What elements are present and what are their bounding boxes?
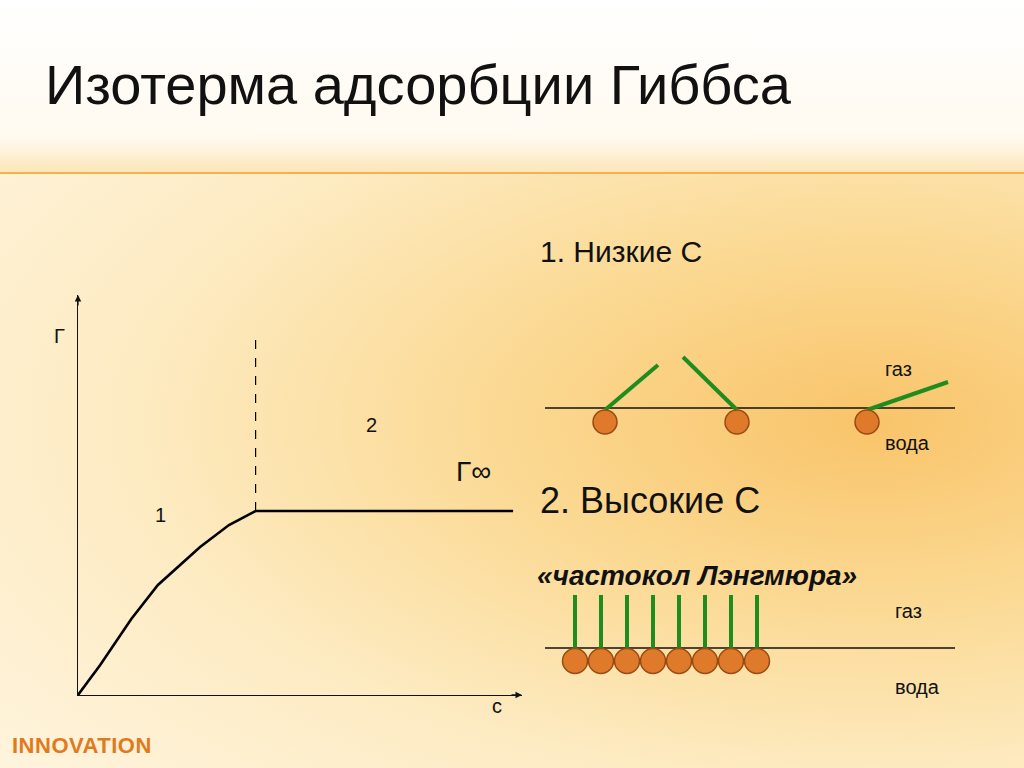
svg-text:Г∞: Г∞ bbox=[456, 456, 491, 487]
svg-text:газ: газ bbox=[895, 600, 922, 622]
svg-text:2. Высокие С: 2. Высокие С bbox=[540, 480, 760, 521]
svg-text:вода: вода bbox=[885, 432, 930, 454]
html-text:Изотерма адсорбции Гиббса: Изотерма адсорбции Гиббса bbox=[45, 53, 791, 116]
html-text:INNOVATION: INNOVATION bbox=[12, 733, 152, 758]
svg-text:2: 2 bbox=[366, 414, 377, 436]
svg-text:«частокол Лэнгмюра»: «частокол Лэнгмюра» bbox=[537, 560, 857, 591]
svg-text:1. Низкие С: 1. Низкие С bbox=[540, 235, 702, 268]
svg-text:газ: газ bbox=[885, 358, 912, 380]
svg-text:c: c bbox=[492, 695, 502, 717]
svg-text:Г: Г bbox=[54, 325, 65, 347]
svg-text:вода: вода bbox=[895, 676, 940, 698]
svg-text:1: 1 bbox=[155, 504, 166, 526]
